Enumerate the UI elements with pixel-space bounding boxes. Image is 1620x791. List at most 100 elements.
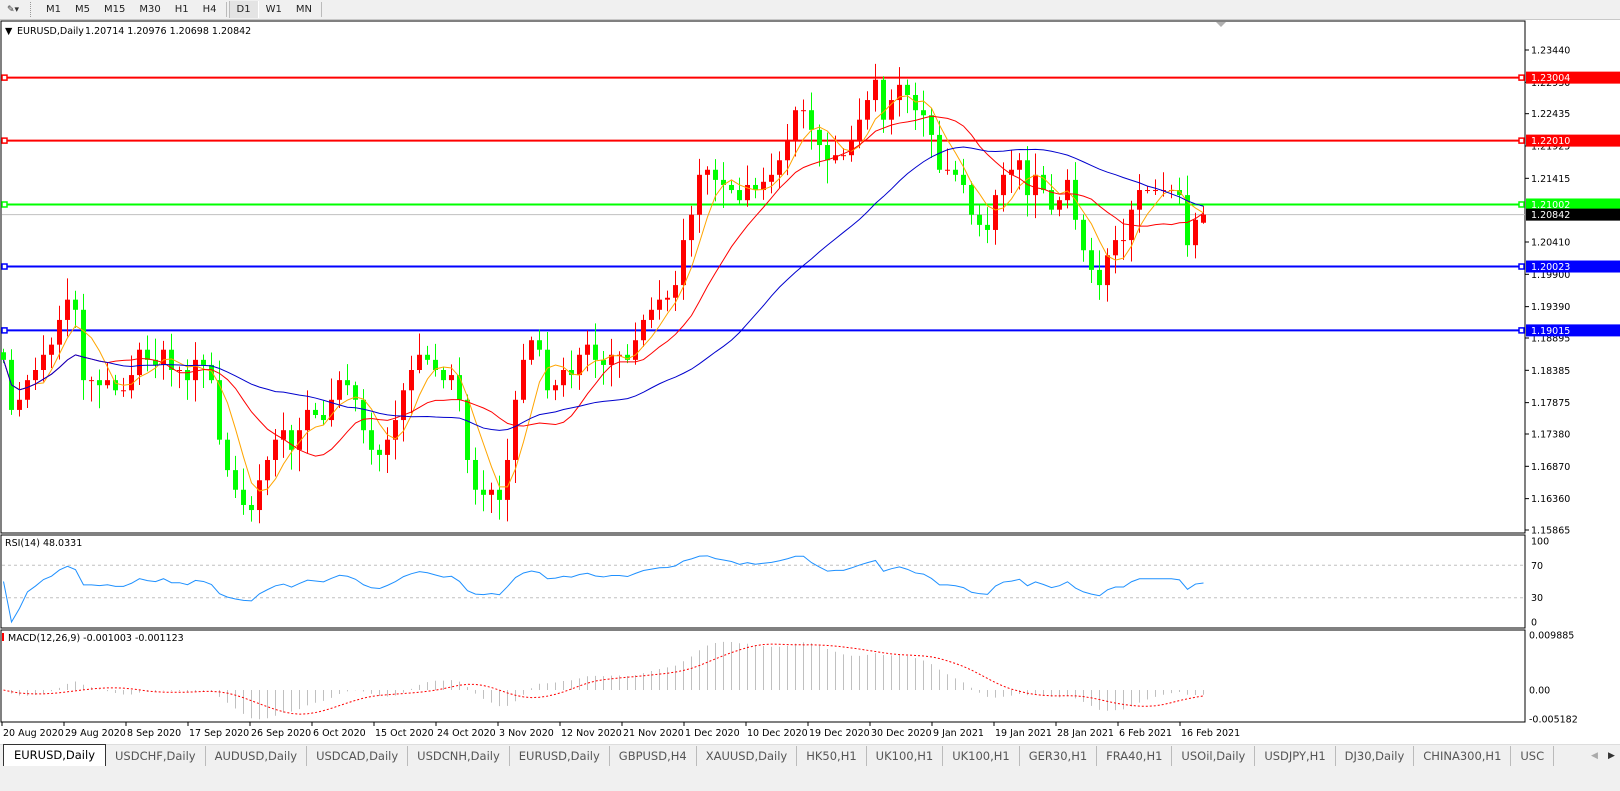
candle-body — [409, 370, 414, 391]
candle-body — [681, 240, 686, 286]
line-handle-right[interactable] — [1518, 201, 1525, 208]
timeframe-button-m15[interactable]: M15 — [104, 4, 126, 15]
rsi-panel[interactable]: 100 70 30 0 — [0, 534, 1549, 629]
scroll-left-icon[interactable]: ◀ — [1591, 751, 1598, 761]
date-axis-label: 6 Oct 2020 — [313, 728, 366, 739]
chart-tab[interactable]: USOil,Daily — [1172, 746, 1256, 766]
price-axis-label: 1.23440 — [1531, 46, 1570, 57]
candle-body — [969, 184, 974, 215]
candle-body — [633, 340, 638, 360]
chart-menu-arrow-icon[interactable]: ▼ — [5, 26, 13, 37]
candle-body — [753, 184, 758, 191]
chart-tab[interactable]: USDJPY,H1 — [1255, 746, 1336, 766]
candle-body — [961, 174, 966, 185]
candle-body — [1057, 200, 1062, 210]
candle-body — [1001, 174, 1006, 196]
line-handle-right[interactable] — [1518, 137, 1525, 144]
candle-body — [481, 489, 486, 495]
chart-tab[interactable]: GBPUSD,H4 — [610, 746, 697, 766]
candle-body — [1097, 269, 1102, 286]
candle-body — [801, 110, 806, 112]
line-handle-left[interactable] — [1, 74, 8, 81]
candle-body — [729, 184, 734, 191]
candle-body — [337, 380, 342, 400]
drawing-tools-button[interactable]: ✎▾ — [0, 0, 26, 19]
timeframe-button-h1[interactable]: H1 — [174, 4, 189, 15]
chart-tab[interactable]: USDCHF,Daily — [106, 746, 206, 766]
timeframe-button-d1[interactable]: D1 — [228, 1, 259, 18]
chart-tab[interactable]: USDCAD,Daily — [307, 746, 409, 766]
macd-label: MACD(12,26,9) -0.001003 -0.001123 — [8, 633, 184, 644]
chart-tab[interactable]: GER30,H1 — [1020, 746, 1098, 766]
candle-body — [1153, 190, 1158, 192]
candle-body — [1137, 190, 1142, 210]
level-price-tag — [1526, 260, 1620, 273]
chart-tabs-bar: EURUSD,Daily USDCHF,Daily AUDUSD,Daily USDC… — [0, 744, 1620, 767]
candle-body — [1049, 190, 1054, 210]
candle-body — [369, 430, 374, 450]
chart-tab[interactable]: AUDUSD,Daily — [206, 746, 308, 766]
chart-tab[interactable]: XAUUSD,Daily — [697, 746, 798, 766]
candle-body — [865, 100, 870, 120]
status-strip — [0, 767, 1620, 791]
chart-tab[interactable]: DJ30,Daily — [1336, 746, 1415, 766]
chart-tab[interactable]: EURUSD,Daily — [510, 746, 610, 766]
candle-body — [641, 319, 646, 341]
candle-body — [41, 354, 46, 370]
candle-body — [329, 399, 334, 421]
line-handle-left[interactable] — [1, 137, 8, 144]
candle-body — [57, 319, 62, 345]
timeframe-button-w1[interactable]: W1 — [265, 4, 282, 15]
candle-body — [273, 439, 278, 460]
candle-body — [1121, 240, 1126, 242]
candle-body — [401, 390, 406, 421]
candle-body — [201, 359, 206, 365]
price-axis-label: 1.17380 — [1531, 430, 1570, 441]
candle-body — [921, 110, 926, 116]
chart-tab[interactable]: FRA40,H1 — [1097, 746, 1173, 766]
date-axis-label: 28 Jan 2021 — [1057, 728, 1114, 739]
line-handle-left[interactable] — [1, 201, 8, 208]
timeframe-button-mn[interactable]: MN — [295, 4, 312, 15]
price-axis-label: 1.19900 — [1531, 270, 1570, 281]
macd-panel[interactable]: 0.009885 0.00 -0.005182 — [0, 629, 1578, 725]
line-handle-left[interactable] — [1, 327, 8, 334]
candle-body — [457, 375, 462, 400]
candle-body — [425, 354, 430, 360]
timeframe-button-m30[interactable]: M30 — [139, 4, 161, 15]
price-axis-label: 1.20410 — [1531, 238, 1570, 249]
line-handle-right[interactable] — [1518, 263, 1525, 270]
chart-tab[interactable]: UK100,H1 — [943, 746, 1020, 766]
candle-body — [1193, 219, 1198, 246]
price-axis-label: 1.21415 — [1531, 174, 1570, 185]
chart-tab[interactable]: EURUSD,Daily — [3, 744, 106, 766]
price-axis-label: 1.18385 — [1531, 366, 1570, 377]
candle-body — [1041, 174, 1046, 191]
line-handle-right[interactable] — [1518, 327, 1525, 334]
level-price-label: 1.19015 — [1531, 326, 1570, 337]
chart-shift-marker-icon[interactable] — [1216, 22, 1226, 27]
timeframe-button-m1[interactable]: M1 — [46, 4, 61, 15]
chart-tab[interactable]: HK50,H1 — [797, 746, 867, 766]
date-axis-label: 19 Dec 2020 — [809, 728, 870, 739]
chart-tab[interactable]: CHINA300,H1 — [1414, 746, 1512, 766]
drawing-tools-icon: ✎▾ — [6, 4, 20, 15]
candle-body — [1145, 190, 1150, 192]
line-handle-left[interactable] — [1, 263, 8, 270]
candle-body — [937, 134, 942, 170]
line-handle-right[interactable] — [1518, 74, 1525, 81]
candle-body — [489, 489, 494, 495]
timeframe-buttons: M1 M5 M15 M30 H1 H4 D1 W1 MN — [39, 1, 319, 18]
chart-tab[interactable]: USC — [1511, 746, 1555, 766]
candle-body — [1065, 179, 1070, 201]
main-price-panel[interactable]: 1.234401.229301.224351.219251.214151.204… — [0, 20, 1620, 537]
timeframe-button-h4[interactable]: H4 — [202, 4, 217, 15]
timeframe-button-m5[interactable]: M5 — [75, 4, 90, 15]
candle-body — [761, 181, 766, 191]
chart-tab[interactable]: UK100,H1 — [867, 746, 944, 766]
chart-tab[interactable]: USDCNH,Daily — [408, 746, 510, 766]
chart-window[interactable]: 1.234401.229301.224351.219251.214151.204… — [0, 20, 1620, 744]
toolbar-grip[interactable] — [30, 2, 35, 17]
candle-body — [521, 359, 526, 400]
scroll-right-icon[interactable]: ▶ — [1608, 751, 1615, 761]
